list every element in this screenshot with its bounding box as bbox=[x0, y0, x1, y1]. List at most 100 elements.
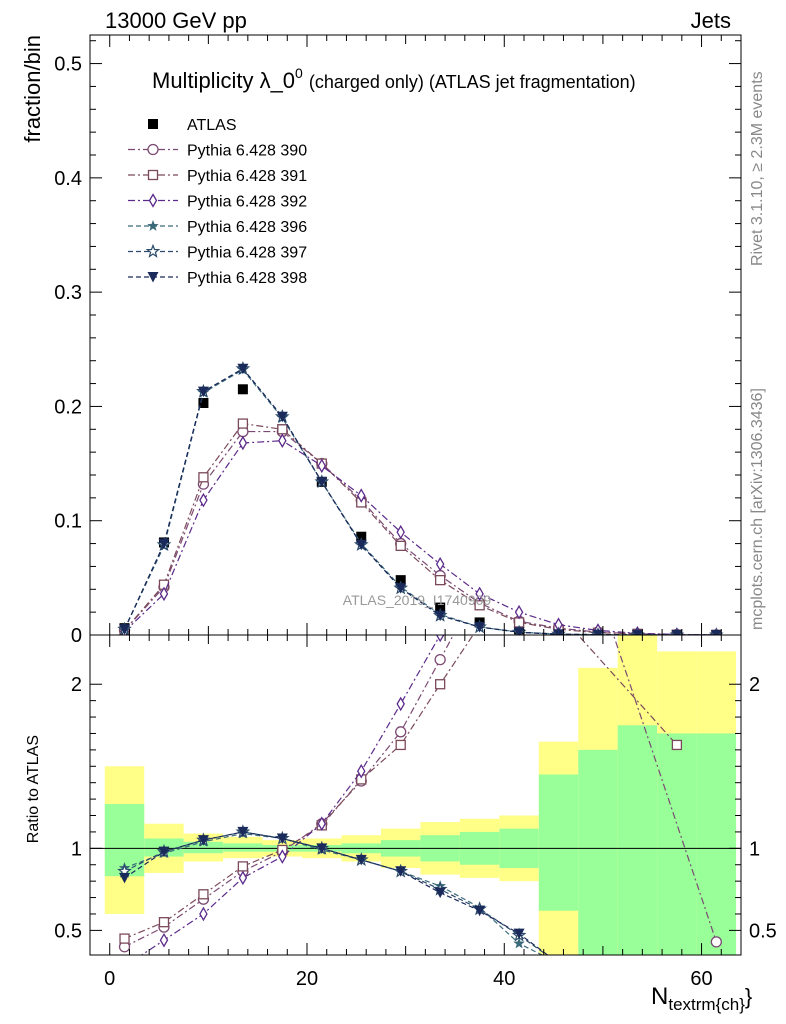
main-ylabel: fraction/bin bbox=[20, 35, 45, 143]
title-main: Multiplicity λ_0 bbox=[152, 68, 295, 93]
x-axis-title: Ntextrm{ch}} bbox=[651, 983, 752, 1014]
plot-title: Multiplicity λ_00 (charged only) (ATLAS j… bbox=[152, 65, 636, 93]
mcplots-label: mcplots.cern.ch [arXiv:1306.3436] bbox=[749, 388, 766, 630]
ratio-point-5-0 bbox=[119, 872, 131, 884]
main-point-6-6 bbox=[355, 539, 367, 551]
main-point-6-14 bbox=[671, 629, 683, 635]
ratio-point-1-0 bbox=[119, 933, 130, 944]
axes: 00.10.20.30.40.50.5 0.51 12 20 20 40 60 bbox=[54, 35, 777, 990]
legend-label-0: ATLAS bbox=[187, 117, 237, 134]
ratio-point-5-5 bbox=[316, 843, 328, 854]
legend-label-5: Pythia 6.428 397 bbox=[187, 245, 307, 262]
legend-marker-0 bbox=[148, 119, 158, 129]
main-point-3-9 bbox=[475, 586, 484, 602]
ratio-point-2-4 bbox=[278, 849, 287, 864]
main-point-6-2 bbox=[197, 386, 209, 398]
ratio-point-1-8 bbox=[435, 679, 446, 690]
main-point-6-8 bbox=[434, 610, 446, 622]
ratio-point-2-0 bbox=[121, 960, 128, 972]
ratio-point-2-3 bbox=[238, 870, 248, 886]
legend-marker-2 bbox=[147, 169, 159, 181]
title-superscript: 0 bbox=[295, 65, 303, 81]
legend-marker-5 bbox=[145, 243, 161, 258]
main-point-6-0 bbox=[119, 624, 131, 635]
ratio-point-5-8 bbox=[434, 887, 446, 899]
green-band-bin bbox=[183, 841, 224, 854]
ratio-ytick-label: 0.5 bbox=[54, 920, 82, 942]
ratio-point-1-10 bbox=[515, 565, 524, 574]
xtick-label: 60 bbox=[690, 968, 712, 990]
ratio-point-5-3 bbox=[237, 826, 249, 838]
main-point-3-2 bbox=[199, 492, 208, 508]
ratio-point-0-11 bbox=[554, 466, 564, 476]
main-point-6-1 bbox=[158, 538, 170, 550]
ratio-point-5-9 bbox=[474, 905, 486, 917]
legend: ATLAS Pythia 6.428 390 Pythia 6.428 391 Pyt… bbox=[128, 117, 307, 287]
main-point-6-10 bbox=[513, 627, 525, 635]
main-point-2-3 bbox=[237, 418, 249, 429]
ratio-point-5-11 bbox=[553, 958, 564, 969]
main-ytick-label: 0.5 bbox=[54, 54, 82, 76]
ratio-point-2-1 bbox=[159, 932, 169, 948]
main-point-6-9 bbox=[474, 622, 486, 633]
ratio-series-line-5 bbox=[124, 831, 549, 955]
ratio-point-0-10 bbox=[514, 515, 524, 525]
main-point-0-7 bbox=[395, 575, 406, 586]
ratio-series-line-3 bbox=[124, 832, 544, 955]
legend-label-6: Pythia 6.428 398 bbox=[187, 270, 307, 287]
legend-label-4: Pythia 6.428 396 bbox=[187, 219, 307, 236]
green-band-bin bbox=[696, 733, 737, 955]
ratio-ytick-label: 1 bbox=[71, 838, 82, 860]
ratio-point-0-8 bbox=[434, 653, 446, 666]
legend-label-3: Pythia 6.428 392 bbox=[187, 194, 307, 211]
xlabel-main: N bbox=[651, 983, 668, 1010]
main-ytick-label: 0.4 bbox=[54, 168, 82, 190]
main-point-3-4 bbox=[278, 433, 287, 449]
main-ytick-label: 0.3 bbox=[54, 282, 82, 304]
main-series-line-1 bbox=[124, 430, 717, 635]
main-point-2-4 bbox=[277, 424, 288, 435]
xtick-label: 20 bbox=[296, 968, 318, 990]
legend-marker-3 bbox=[148, 193, 158, 208]
main-point-3-3 bbox=[238, 435, 248, 451]
main-point-0-2 bbox=[198, 398, 209, 408]
ratio-series-line-1 bbox=[124, 635, 678, 940]
main-point-0-3 bbox=[237, 384, 248, 395]
main-point-6-12 bbox=[592, 629, 604, 635]
ratio-point-0-12 bbox=[710, 936, 722, 948]
ratio-point-2-9 bbox=[476, 531, 483, 543]
legend-marker-1 bbox=[147, 143, 159, 156]
legend-marker-6 bbox=[147, 272, 159, 283]
main-ytick-label: 0 bbox=[71, 625, 82, 647]
ratio-ytick-label: 2 bbox=[71, 674, 82, 696]
main-point-2-8 bbox=[435, 574, 446, 586]
ratio-point-5-6 bbox=[355, 854, 367, 866]
ratio-point-2-8 bbox=[435, 635, 445, 643]
main-point-3-5 bbox=[317, 458, 327, 474]
main-point-0-6 bbox=[356, 531, 367, 542]
analysis-watermark: ATLAS_2019_I1740909 bbox=[343, 592, 492, 608]
ratio-point-5-4 bbox=[276, 833, 288, 844]
main-series-line-3 bbox=[124, 440, 717, 635]
main-point-3-10 bbox=[514, 604, 524, 620]
main-point-6-4 bbox=[276, 411, 288, 423]
ratio-point-5-1 bbox=[158, 846, 170, 858]
green-band-bin bbox=[223, 843, 263, 852]
main-ytick-label: 0.2 bbox=[54, 396, 82, 418]
ratio-point-1-3 bbox=[237, 861, 249, 872]
ratio-series-line-4 bbox=[124, 831, 548, 955]
ratio-point-5-2 bbox=[197, 835, 209, 846]
ratio-point-5-10 bbox=[513, 928, 525, 940]
ratio-point-2-6 bbox=[356, 763, 366, 779]
ratio-ytick-label-right: 0.5 bbox=[749, 920, 777, 942]
ratio-point-1-7 bbox=[395, 739, 406, 751]
ratio-point-1-2 bbox=[198, 889, 209, 900]
process-label: Jets bbox=[691, 8, 731, 33]
ratio-uncertainty-bands bbox=[104, 635, 737, 955]
ratio-point-5-7 bbox=[395, 866, 407, 877]
ratio-point-4-11 bbox=[553, 957, 564, 968]
main-point-3-6 bbox=[356, 488, 366, 503]
legend-label-1: Pythia 6.428 390 bbox=[187, 143, 307, 160]
ratio-point-0-7 bbox=[395, 726, 407, 738]
